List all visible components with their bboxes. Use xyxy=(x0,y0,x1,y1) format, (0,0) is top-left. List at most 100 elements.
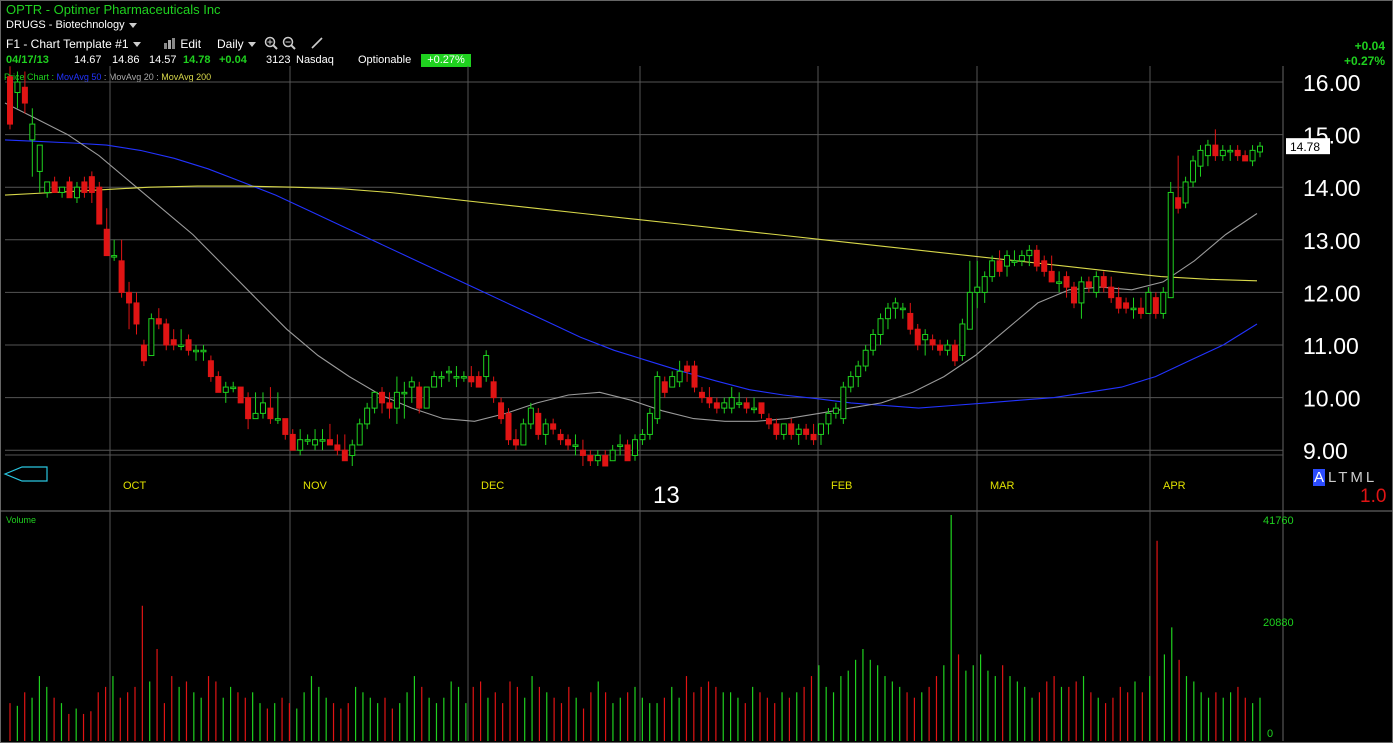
candle-down xyxy=(907,302,914,335)
chevron-down-icon xyxy=(247,42,256,48)
scale-mode-selector[interactable]: A LTML xyxy=(1313,469,1377,486)
candle-body xyxy=(810,433,817,441)
mode-t-2[interactable]: T xyxy=(1338,469,1351,486)
candle-body xyxy=(408,381,415,388)
candle-down xyxy=(788,418,795,440)
candle-up xyxy=(222,381,229,403)
candle-body xyxy=(341,449,348,462)
candle-body xyxy=(736,402,743,405)
candle-up xyxy=(1219,145,1226,161)
candle-body xyxy=(1100,276,1107,288)
scroll-left-icon[interactable] xyxy=(3,466,48,482)
candle-body xyxy=(929,339,936,346)
candle-up xyxy=(259,392,266,419)
candle-body xyxy=(1093,276,1100,293)
candle-down xyxy=(416,381,423,414)
candle-body xyxy=(1018,255,1025,262)
candle-up xyxy=(274,392,281,424)
candle-body xyxy=(587,454,594,462)
candle-down xyxy=(587,450,594,466)
template-selector[interactable]: F1 - Chart Template #1 xyxy=(6,37,141,51)
candle-body xyxy=(1234,149,1241,157)
price-tick-label: 9.00 xyxy=(1303,438,1348,464)
candle-body xyxy=(914,328,921,346)
candle-up xyxy=(572,434,579,456)
template-label: F1 - Chart Template #1 xyxy=(6,37,129,51)
candle-up xyxy=(870,329,877,356)
candle-down xyxy=(341,434,348,462)
candle-up xyxy=(460,371,467,382)
candle-down xyxy=(81,176,88,198)
candle-body xyxy=(364,407,371,425)
candle-body xyxy=(527,407,534,425)
candle-body xyxy=(1026,249,1033,257)
sector-selector[interactable]: DRUGS - Biotechnology xyxy=(6,19,137,31)
candle-up xyxy=(1011,250,1018,267)
candle-body xyxy=(393,391,400,409)
zoom-out-icon xyxy=(282,36,296,50)
mode-m-3[interactable]: M xyxy=(1350,469,1366,486)
candle-body xyxy=(1085,281,1092,288)
legend-separator: : xyxy=(153,72,162,82)
pct-change: +0.27% xyxy=(1343,54,1385,68)
mode-l-4[interactable]: L xyxy=(1365,469,1378,486)
mode-l-1[interactable]: L xyxy=(1328,469,1339,486)
candle-body xyxy=(1137,307,1144,314)
volume-label: Volume xyxy=(6,515,37,525)
quote-volume: 3123 xyxy=(266,54,291,66)
candle-body xyxy=(505,412,512,441)
candle-down xyxy=(937,339,944,356)
candle-up xyxy=(1018,250,1025,267)
time-tick-label: MAR xyxy=(990,480,1015,492)
ticker-title: OPTR - Optimer Pharmaceuticals Inc xyxy=(6,2,221,17)
zoom-out-button[interactable] xyxy=(282,36,296,53)
candle-down xyxy=(512,429,519,451)
candle-body xyxy=(922,333,929,341)
candle-up xyxy=(795,423,802,445)
candle-body xyxy=(892,302,899,309)
candle-up xyxy=(728,387,735,414)
candle-up xyxy=(445,366,452,382)
candle-up xyxy=(1182,176,1189,209)
candle-body xyxy=(237,386,244,404)
candle-body xyxy=(88,176,95,193)
candle-up xyxy=(393,376,400,424)
candle-body xyxy=(974,286,981,293)
candle-body xyxy=(1108,286,1115,299)
candle-down xyxy=(1152,292,1159,319)
candle-body xyxy=(1123,302,1130,309)
candle-up xyxy=(736,392,743,409)
candle-body xyxy=(118,260,125,293)
candle-down xyxy=(661,376,668,398)
candle-body xyxy=(773,423,780,435)
candle-down xyxy=(765,413,772,430)
candle-up xyxy=(855,360,862,388)
candle-body xyxy=(259,402,266,414)
draw-tool-button[interactable] xyxy=(310,36,324,53)
edit-button[interactable]: Edit xyxy=(163,37,201,51)
candle-up xyxy=(944,339,951,356)
volume-tick-label: 41760 xyxy=(1263,515,1294,527)
last-price-tag-bg xyxy=(1286,138,1330,155)
candle-body xyxy=(423,386,430,409)
chart-toolbar: F1 - Chart Template #1 Edit Daily xyxy=(0,36,400,54)
candle-up xyxy=(825,408,832,435)
candle-up xyxy=(974,260,981,309)
candle-up xyxy=(1167,181,1174,299)
zoom-in-button[interactable] xyxy=(264,36,278,53)
candle-body xyxy=(445,370,452,374)
candle-body xyxy=(304,439,311,442)
candle-body xyxy=(1242,155,1249,162)
legend-ma50: MovAvg 50 xyxy=(56,72,102,82)
candle-body xyxy=(617,444,624,447)
candle-body xyxy=(483,355,490,378)
candle-down xyxy=(386,392,393,419)
period-selector[interactable]: Daily xyxy=(217,37,256,51)
mode-a-0[interactable]: A xyxy=(1313,469,1326,486)
candle-down xyxy=(1048,255,1055,283)
candle-down xyxy=(1108,276,1115,303)
candle-up xyxy=(312,429,319,451)
candle-down xyxy=(1115,287,1122,314)
candle-up xyxy=(542,418,549,445)
